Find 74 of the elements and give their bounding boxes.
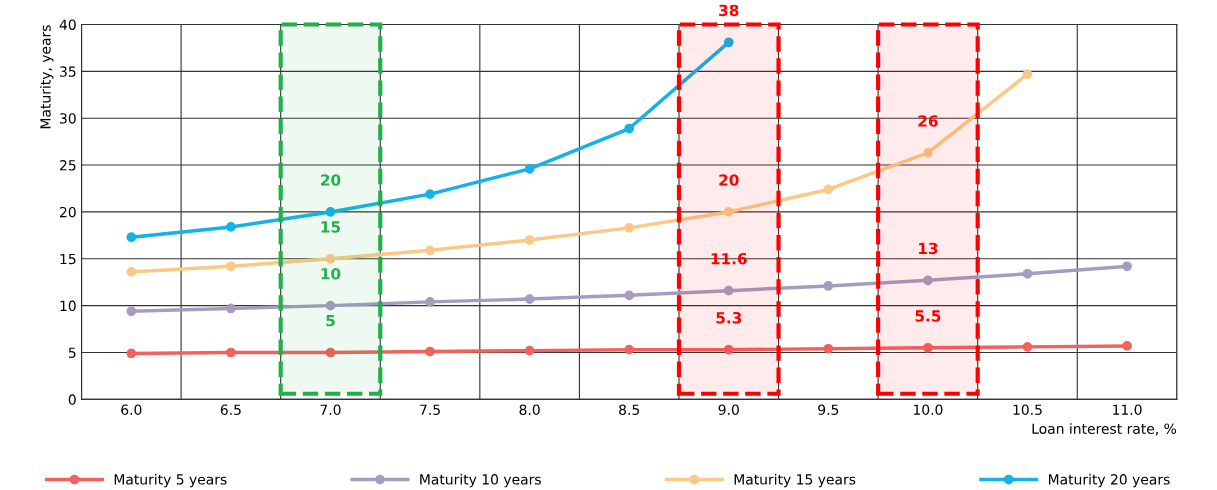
legend-label: Maturity 10 years xyxy=(420,473,541,488)
point xyxy=(624,222,635,233)
x-tick-label: 8.5 xyxy=(619,404,640,415)
point xyxy=(126,232,137,243)
point xyxy=(325,253,336,264)
point xyxy=(325,207,336,217)
x-tick-label: 9.5 xyxy=(818,404,839,415)
point xyxy=(923,342,933,353)
point xyxy=(226,347,236,358)
x-tick-label: 6.0 xyxy=(121,404,142,415)
point xyxy=(425,189,435,199)
y-tick-label: 30 xyxy=(60,113,76,124)
annotation: 5.5 xyxy=(915,310,941,322)
x-tick-label: 7.5 xyxy=(420,404,440,415)
point xyxy=(723,344,734,355)
y-tick-label: 0 xyxy=(68,394,76,405)
y-tick-label: 10 xyxy=(60,300,76,312)
point xyxy=(425,245,435,256)
x-tick-label: 8.0 xyxy=(519,404,540,415)
annotation: 5.3 xyxy=(716,312,742,324)
point xyxy=(624,290,635,301)
point xyxy=(823,281,834,291)
y-tick-label: 25 xyxy=(60,160,76,171)
y-tick-label: 20 xyxy=(60,206,76,218)
point xyxy=(723,285,734,296)
y-tick-label: 35 xyxy=(60,66,76,77)
point xyxy=(624,344,635,355)
annotation: 20 xyxy=(321,174,341,186)
legend-label: Maturity 15 years xyxy=(734,473,856,488)
point xyxy=(923,148,933,158)
x-tick-label: 6.5 xyxy=(220,404,241,415)
y-tick-label: 40 xyxy=(59,19,76,30)
point xyxy=(723,207,734,217)
annotation: 10 xyxy=(321,267,341,280)
legend-label: Maturity 5 years xyxy=(114,473,227,488)
point xyxy=(823,343,834,354)
point xyxy=(1122,341,1132,351)
point xyxy=(126,267,137,277)
point xyxy=(126,306,137,317)
point xyxy=(1022,268,1033,279)
point xyxy=(524,345,535,356)
point xyxy=(1022,342,1033,352)
point xyxy=(524,235,535,245)
point xyxy=(226,261,236,272)
y-tick-label: 5 xyxy=(68,347,76,358)
point xyxy=(325,347,336,358)
x-tick-label: 10.0 xyxy=(913,404,943,415)
point xyxy=(524,294,535,304)
point xyxy=(923,275,933,286)
point xyxy=(1122,261,1132,272)
point xyxy=(823,184,834,195)
legend-label: Maturity 20 years xyxy=(1048,473,1170,488)
annotation: 38 xyxy=(719,4,739,17)
point xyxy=(226,303,236,314)
point xyxy=(624,123,635,134)
annotation: 15 xyxy=(321,221,341,233)
point xyxy=(226,222,236,232)
annotation: 20 xyxy=(719,174,739,186)
annotation: 5 xyxy=(326,315,335,327)
point xyxy=(1022,69,1033,80)
y-axis-title: Maturity, years xyxy=(40,25,54,129)
x-tick-label: 11.0 xyxy=(1113,404,1142,415)
point xyxy=(325,300,336,311)
point xyxy=(524,163,535,174)
annotation: 13 xyxy=(919,242,938,255)
x-tick-label: 9.0 xyxy=(718,404,739,415)
x-axis-title: Loan interest rate, % xyxy=(1032,423,1177,436)
y-tick-label: 15 xyxy=(60,253,76,265)
point xyxy=(425,346,435,357)
x-tick-label: 10.5 xyxy=(1013,404,1042,415)
point xyxy=(425,297,435,307)
x-tick-label: 7.0 xyxy=(320,404,341,415)
point xyxy=(126,348,137,359)
point xyxy=(723,37,734,48)
